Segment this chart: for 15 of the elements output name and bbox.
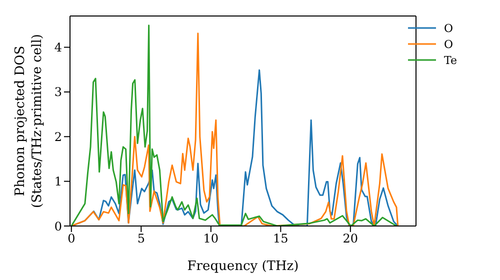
y-tick-label: 4 bbox=[54, 40, 62, 55]
x-tick-label: 0 bbox=[68, 232, 76, 246]
y-tick-label: 0 bbox=[54, 219, 62, 234]
legend-label: O bbox=[444, 38, 454, 50]
y-tick-label: 2 bbox=[54, 130, 62, 144]
x-tick-label: 10 bbox=[203, 232, 219, 246]
y-axis-title: Phonon projected DOS (States/THz·primitive cell) bbox=[13, 34, 45, 208]
y-tick-label: 3 bbox=[54, 85, 62, 100]
legend-label: O bbox=[444, 22, 454, 34]
x-tick-label: 20 bbox=[342, 232, 358, 246]
x-tick-label: 5 bbox=[137, 232, 145, 246]
x-axis-title: Frequency (THz) bbox=[187, 259, 299, 274]
x-tick-label: 15 bbox=[273, 232, 288, 246]
legend-label: Te bbox=[444, 54, 457, 66]
y-tick-label: 1 bbox=[54, 174, 62, 189]
